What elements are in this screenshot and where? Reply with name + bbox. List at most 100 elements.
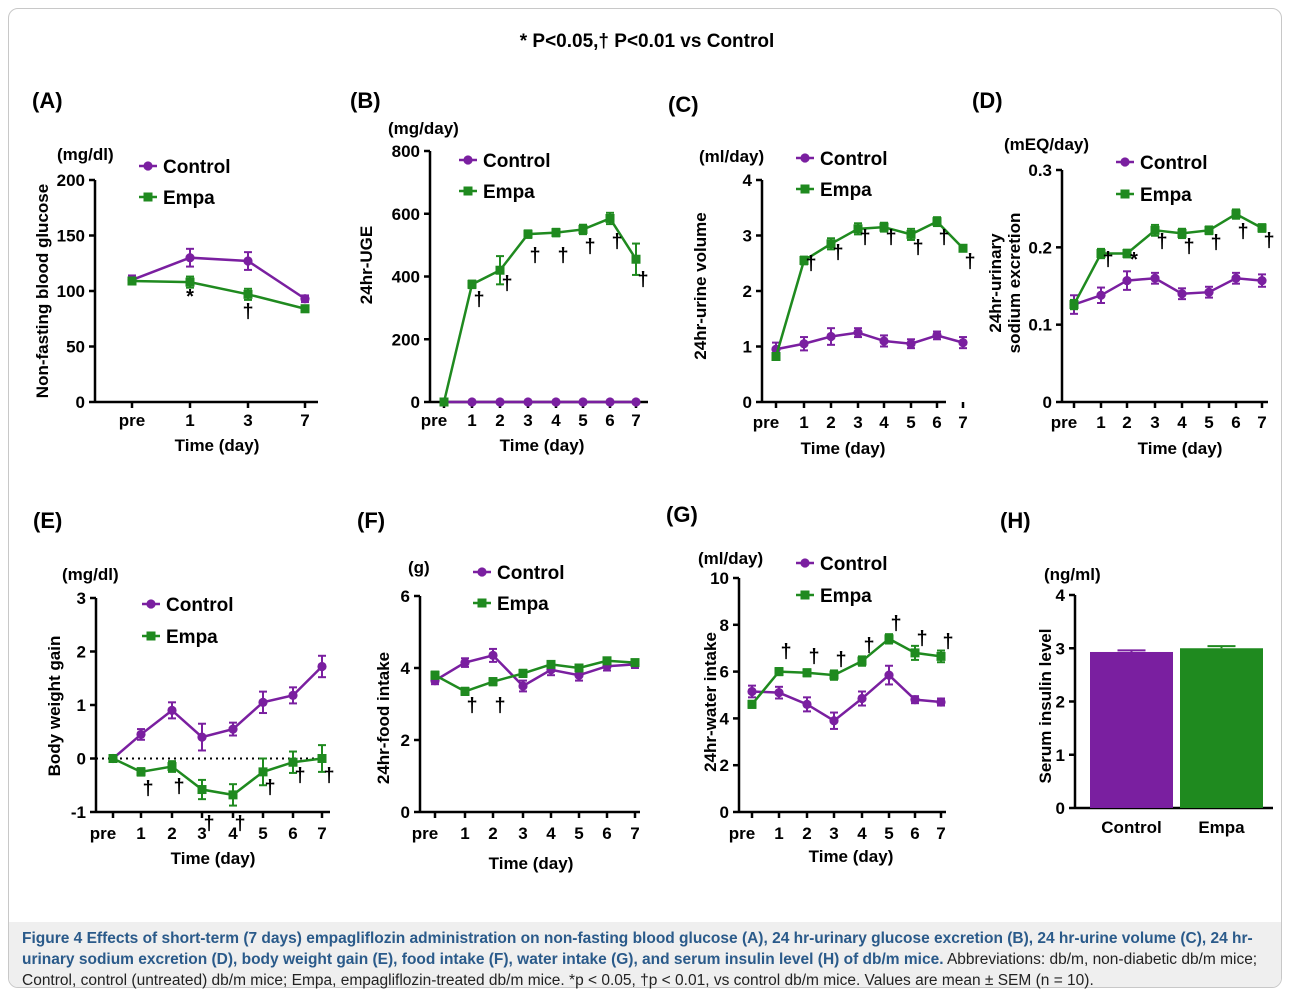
significance-mark: † xyxy=(890,613,901,635)
panel-label: (D) xyxy=(972,88,1003,113)
control-point xyxy=(578,397,588,407)
legend-control-label: Control xyxy=(166,595,234,616)
control-point xyxy=(802,699,812,709)
y-unit-label: (ml/day) xyxy=(698,549,763,568)
y-unit-label: (mEQ/day) xyxy=(1004,135,1089,154)
empa-point xyxy=(906,229,916,239)
legend-control-marker xyxy=(1120,157,1130,167)
empa-point xyxy=(108,754,118,763)
significance-mark: † xyxy=(916,628,927,650)
legend-empa-label: Empa xyxy=(166,627,218,648)
y-tick-label: 2 xyxy=(1056,693,1065,712)
legend-control-label: Control xyxy=(820,554,888,575)
y-tick-label: 4 xyxy=(401,659,411,678)
empa-point xyxy=(1231,209,1241,219)
significance-mark: † xyxy=(835,649,846,671)
empa-point xyxy=(467,279,477,289)
legend-control-marker xyxy=(146,599,156,609)
y-tick-label: 200 xyxy=(57,171,85,190)
x-tick-label: 7 xyxy=(630,824,639,843)
control-point xyxy=(574,670,584,680)
empa-point xyxy=(136,767,146,777)
x-tick-label: 1 xyxy=(774,824,783,843)
caption-band xyxy=(9,922,1281,987)
empa-point xyxy=(1257,223,1267,233)
empa-point xyxy=(857,656,867,666)
y-tick-label: 3 xyxy=(743,227,752,246)
empa-point xyxy=(460,686,470,696)
significance-mark: † xyxy=(859,227,870,249)
x-tick-label: 2 xyxy=(488,824,497,843)
y-unit-label: (mg/day) xyxy=(388,119,459,138)
legend-control-label: Control xyxy=(820,149,888,170)
significance-mark: † xyxy=(942,631,953,653)
empa-point xyxy=(826,239,836,249)
chart-panel-a: (A) (mg/dl) Non-fasting blood glucose 0 50 10… xyxy=(32,88,318,455)
y-axis-title: 24hr-urinary xyxy=(986,233,1005,333)
caption-text: Abbreviations: db/m, non-diabetic db/m m… xyxy=(22,951,1258,989)
empa-point xyxy=(574,663,584,673)
empa-point xyxy=(300,304,310,314)
empa-point xyxy=(605,213,615,223)
empa-point xyxy=(774,667,784,677)
x-tick-label: 3 xyxy=(243,411,252,430)
y-tick-label: 4 xyxy=(743,171,753,190)
x-axis-title: Time (day) xyxy=(175,436,260,455)
empa-point xyxy=(518,668,528,678)
control-point xyxy=(197,732,207,742)
control-point xyxy=(1122,275,1132,286)
y-unit-label: (ng/ml) xyxy=(1044,565,1101,584)
legend-control-marker xyxy=(463,155,473,165)
x-tick-label: 5 xyxy=(1204,413,1213,432)
empa-point xyxy=(439,397,449,407)
control-point xyxy=(853,328,863,338)
x-tick-label: Control xyxy=(1101,818,1161,837)
significance-mark: † xyxy=(808,646,819,668)
x-tick-label: 1 xyxy=(467,411,476,430)
x-tick-label: 4 xyxy=(879,413,889,432)
x-tick-label: 7 xyxy=(317,824,326,843)
empa-point xyxy=(197,785,207,795)
legend-control-marker xyxy=(800,558,810,568)
chart-panel-b: (B) (mg/day) 24hr-UGE 0 200 400 600 800 pre 1 2 3 4 5… xyxy=(350,88,649,455)
control-point xyxy=(488,650,498,661)
legend-empa-marker xyxy=(143,192,153,202)
x-axis-title: Time (day) xyxy=(801,439,886,458)
control-point xyxy=(906,339,916,349)
significance-mark: † xyxy=(805,253,816,275)
x-tick-label: 4 xyxy=(857,824,867,843)
empa-point xyxy=(829,670,839,680)
control-point xyxy=(495,397,505,407)
empa-point xyxy=(1204,225,1214,235)
control-series-line xyxy=(434,654,636,688)
y-axis-title: sodium excretion xyxy=(1005,213,1024,354)
significance-mark: † xyxy=(912,237,923,259)
legend-empa-label: Empa xyxy=(1140,185,1192,206)
x-tick-label: 3 xyxy=(829,824,838,843)
legend-empa-label: Empa xyxy=(483,182,535,203)
significance-mark: † xyxy=(832,242,843,264)
significance-mark: † xyxy=(529,245,540,267)
significance-mark: † xyxy=(294,765,305,787)
empa-point xyxy=(258,767,268,777)
empa-point xyxy=(958,243,968,253)
significance-mark: † xyxy=(264,777,275,799)
significance-mark: † xyxy=(885,227,896,249)
y-tick-label: 0 xyxy=(743,393,752,412)
significance-mark: * xyxy=(186,286,194,308)
legend-empa-marker xyxy=(800,184,810,194)
control-point xyxy=(460,658,470,668)
empa-point xyxy=(228,790,238,800)
y-tick-label: 2 xyxy=(77,643,86,662)
control-point xyxy=(300,294,310,304)
significance-mark: † xyxy=(557,245,568,267)
y-tick-label: 6 xyxy=(720,663,729,682)
x-tick-label: pre xyxy=(421,411,447,430)
x-tick-label: 5 xyxy=(906,413,915,432)
y-tick-label: 800 xyxy=(392,142,420,161)
empa-point xyxy=(185,277,195,287)
x-tick-label: 1 xyxy=(1096,413,1105,432)
legend-control-label: Control xyxy=(483,151,551,172)
significance-mark: † xyxy=(473,289,484,311)
y-tick-label: 0 xyxy=(401,803,410,822)
